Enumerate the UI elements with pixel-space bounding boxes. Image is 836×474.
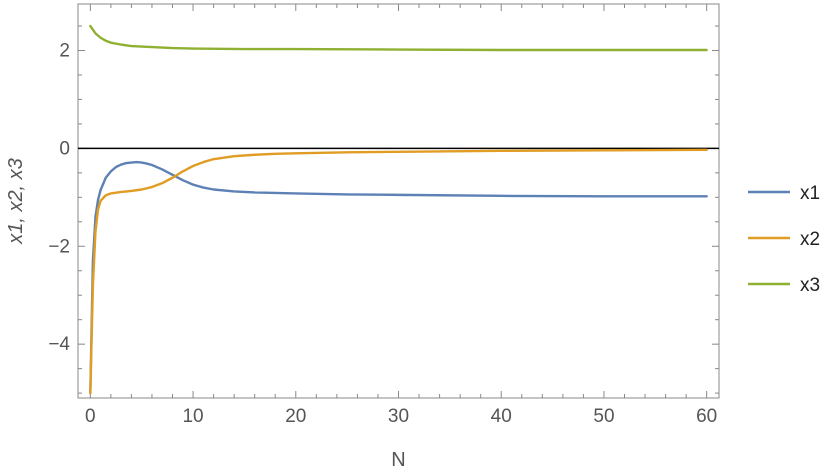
legend: x1 x2 x3 <box>748 183 820 296</box>
y-tick-label: −2 <box>48 236 70 257</box>
x-tick-label: 20 <box>285 406 306 427</box>
x-tick-label: 50 <box>593 406 614 427</box>
y-tick-label: −4 <box>48 334 70 355</box>
x-axis-title: N <box>391 449 405 471</box>
x-tick-label: 0 <box>85 406 96 427</box>
y-tick-label: 0 <box>59 138 70 159</box>
legend-label-x1: x1 <box>800 183 820 204</box>
y-tick-label: 2 <box>59 40 70 61</box>
series-line-x3 <box>89 24 708 52</box>
series-line-x1 <box>89 160 708 395</box>
y-axis-title: x1, x2, x3 <box>5 158 27 245</box>
x-tick-label: 10 <box>182 406 203 427</box>
series-line-x2 <box>89 148 708 395</box>
x-tick-label: 40 <box>491 406 512 427</box>
series-group <box>89 24 708 395</box>
plot-frame <box>77 3 720 399</box>
legend-label-x3: x3 <box>800 275 820 296</box>
y-axis-title-text: x1, x2, x3 <box>5 158 27 245</box>
x-tick-label: 60 <box>696 406 717 427</box>
x-tick-label: 30 <box>388 406 409 427</box>
legend-label-x2: x2 <box>800 229 820 250</box>
